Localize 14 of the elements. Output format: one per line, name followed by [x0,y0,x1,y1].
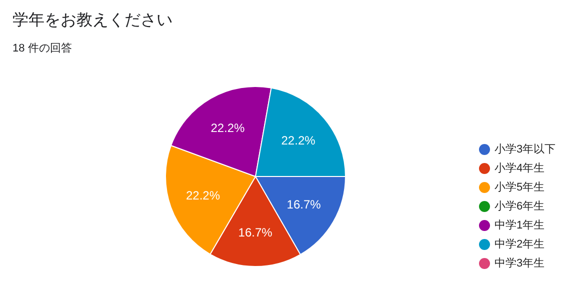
legend-label: 小学3年以下 [494,142,556,156]
legend-label: 小学5年生 [494,180,545,194]
text: 18 件の回答 [12,42,72,54]
data-label: 16.7% [238,225,273,240]
legend-label: 中学1年生 [494,218,545,232]
legend-label: 小学4年生 [494,162,545,174]
legend-label: 中学2年生 [494,238,545,250]
legend-label: 小学6年生 [494,200,545,212]
legend-label: 中学3年生 [494,256,545,270]
data-label: 16.7% [286,197,322,212]
data-label: 22.2% [210,121,246,136]
data-label: 22.2% [186,188,220,202]
data-label: 22.2% [281,134,316,148]
chart-title: 学年をお教えください [12,11,172,29]
